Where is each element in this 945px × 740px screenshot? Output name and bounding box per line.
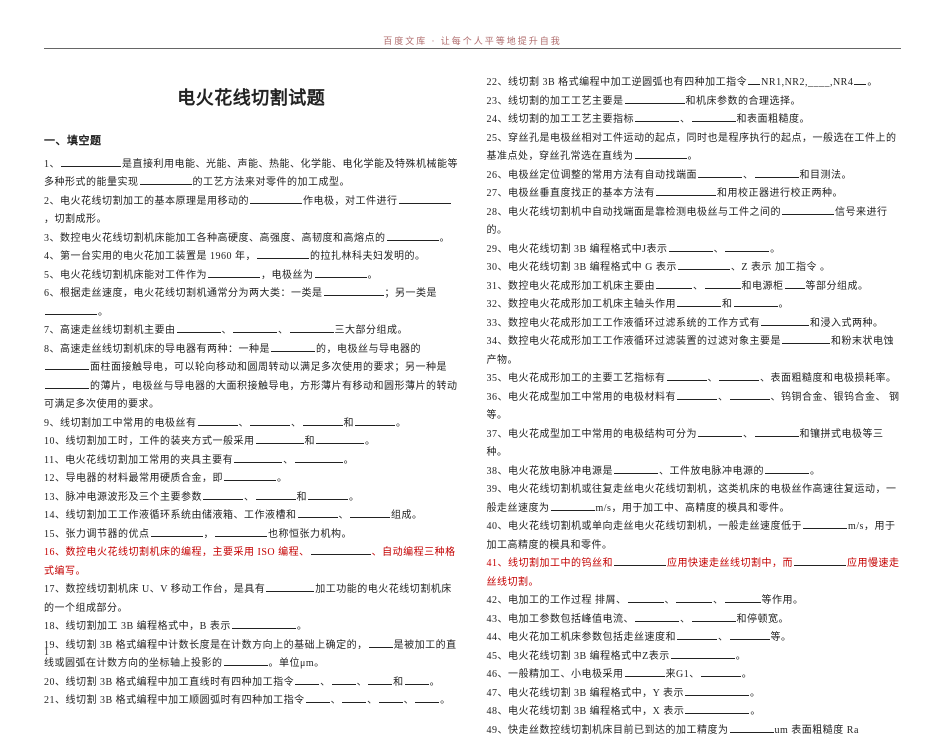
question-43: 43、电加工参数包括峰值电流、、和停顿宽。 <box>487 611 902 630</box>
question-40: 40、电火花线切割机或单向走丝电火花线切割机，一般走丝速度低于m/s，用于加工高… <box>487 518 902 555</box>
question-6: 6、根据走丝速度，电火花线切割机通常分为两大类：一类是；另一类是。 <box>44 285 459 322</box>
question-7: 7、高速走丝线切割机主要由、、三大部分组成。 <box>44 322 459 341</box>
question-45: 45、电火花线切割 3B 编程格式中Z表示。 <box>487 648 902 667</box>
question-12: 12、导电器的材料最常用硬质合金，即。 <box>44 470 459 489</box>
question-13: 13、脉冲电源波形及三个主要参数、和。 <box>44 489 459 508</box>
question-31: 31、数控电火花成形加工机床主要由、和电源柜等部分组成。 <box>487 278 902 297</box>
question-17: 17、数控线切割机床 U、V 移动工作台，是具有加工功能的电火花线切割机床的一个… <box>44 581 459 618</box>
column-left: 电火花线切割试题 一、填空题 1、是直接利用电能、光能、声能、热能、化学能、电化… <box>44 74 459 648</box>
question-9: 9、线切割加工中常用的电极丝有、、和。 <box>44 415 459 434</box>
question-29: 29、电火花线切割 3B 编程格式中J表示、。 <box>487 241 902 260</box>
question-10: 10、线切割加工时，工件的装夹方式一般采用和。 <box>44 433 459 452</box>
question-39: 39、电火花线切割机或往复走丝电火花线切割机，这类机床的电极丝作高速往复运动，一… <box>487 481 902 518</box>
question-49: 49、快走丝数控线切割机床目前已到达的加工精度为um 表面粗糙度 Ra <box>487 722 902 740</box>
question-36: 36、电火花成型加工中常用的电极材料有、、钨铜合金、银钨合金、 钢等。 <box>487 389 902 426</box>
question-11: 11、电火花线切割加工常用的夹具主要有、。 <box>44 452 459 471</box>
question-5: 5、电火花线切割机床能对工件作为，电极丝为。 <box>44 267 459 286</box>
question-35: 35、电火花成形加工的主要工艺指标有、、表面粗糙度和电极损耗率。 <box>487 370 902 389</box>
question-44: 44、电火花加工机床参数包括走丝速度和、等。 <box>487 629 902 648</box>
question-1: 1、是直接利用电能、光能、声能、热能、化学能、电化学能及特殊机械能等多种形式的能… <box>44 156 459 193</box>
question-37: 37、电火花成型加工中常用的电极结构可分为、和镶拼式电极等三种。 <box>487 426 902 463</box>
question-4: 4、第一台实用的电火花加工装置是 1960 年，的拉扎林科夫妇发明的。 <box>44 248 459 267</box>
question-23: 23、线切割的加工工艺主要是和机床参数的合理选择。 <box>487 93 902 112</box>
question-33: 33、数控电火花成形加工工作液循环过滤系统的工作方式有和浸入式两种。 <box>487 315 902 334</box>
question-32: 32、数控电火花成形加工机床主轴头作用和。 <box>487 296 902 315</box>
question-14: 14、线切割加工工作液循环系统由储液箱、工作液槽和、组成。 <box>44 507 459 526</box>
question-16: 16、数控电火花线切割机床的编程，主要采用 ISO 编程、、自动编程三种格式编写… <box>44 544 459 581</box>
question-20: 20、线切割 3B 格式编程中加工直线时有四种加工指令、、和。 <box>44 674 459 693</box>
question-15: 15、张力调节器的优点，也称恒张力机构。 <box>44 526 459 545</box>
column-right: 22、线切割 3B 格式编程中加工逆圆弧也有四种加工指令NR1,NR2,____… <box>487 74 902 648</box>
question-26: 26、电极丝定位调整的常用方法有自动找端面、和目测法。 <box>487 167 902 186</box>
question-42: 42、电加工的工作过程 排屑、、、等作用。 <box>487 592 902 611</box>
question-8: 8、高速走丝线切割机床的导电器有两种：一种是的，电极丝与导电器的面柱面接触导电，… <box>44 341 459 415</box>
question-46: 46、一般精加工、小电极采用来G1、。 <box>487 666 902 685</box>
question-38: 38、电火花放电脉冲电源是、工件放电脉冲电源的。 <box>487 463 902 482</box>
question-3: 3、数控电火花线切割机床能加工各种高硬度、高强度、高韧度和高熔点的。 <box>44 230 459 249</box>
section-1-heading: 一、填空题 <box>44 131 459 151</box>
content-area: 电火花线切割试题 一、填空题 1、是直接利用电能、光能、声能、热能、化学能、电化… <box>44 74 901 648</box>
page-number: 1 <box>44 647 49 658</box>
question-34: 34、数控电火花成形加工工作液循环过滤装置的过滤对象主要是和粉末状电蚀产物。 <box>487 333 902 370</box>
question-18: 18、线切割加工 3B 编程格式中，B 表示。 <box>44 618 459 637</box>
question-21: 21、线切割 3B 格式编程中加工顺圆弧时有四种加工指令、、、。 <box>44 692 459 711</box>
question-41: 41、线切割加工中的钨丝和应用快速走丝线切割中，而应用慢速走丝线切割。 <box>487 555 902 592</box>
question-2: 2、电火花线切割加工的基本原理是用移动的作电极，对工件进行，切割成形。 <box>44 193 459 230</box>
question-30: 30、电火花线切割 3B 编程格式中 G 表示、Z 表示 加工指令 。 <box>487 259 902 278</box>
question-22: 22、线切割 3B 格式编程中加工逆圆弧也有四种加工指令NR1,NR2,____… <box>487 74 902 93</box>
question-24: 24、线切割的加工工艺主要指标、和表面粗糙度。 <box>487 111 902 130</box>
question-48: 48、电火花线切割 3B 编程格式中，X 表示。 <box>487 703 902 722</box>
question-27: 27、电极丝垂直度找正的基本方法有和用校正器进行校正两种。 <box>487 185 902 204</box>
question-25: 25、穿丝孔是电极丝相对工件运动的起点，同时也是程序执行的起点，一般选在工件上的… <box>487 130 902 167</box>
watermark: 百度文库 · 让每个人平等地提升自我 <box>0 34 945 47</box>
question-19: 19、线切割 3B 格式编程中计数长度是在计数方向上的基础上确定的，是被加工的直… <box>44 637 459 674</box>
header-rule <box>44 48 901 49</box>
doc-title: 电火花线切割试题 <box>44 82 459 115</box>
question-28: 28、电火花线切割机中自动找端面是靠检测电极丝与工件之间的信号来进行的。 <box>487 204 902 241</box>
question-47: 47、电火花线切割 3B 编程格式中，Y 表示。 <box>487 685 902 704</box>
